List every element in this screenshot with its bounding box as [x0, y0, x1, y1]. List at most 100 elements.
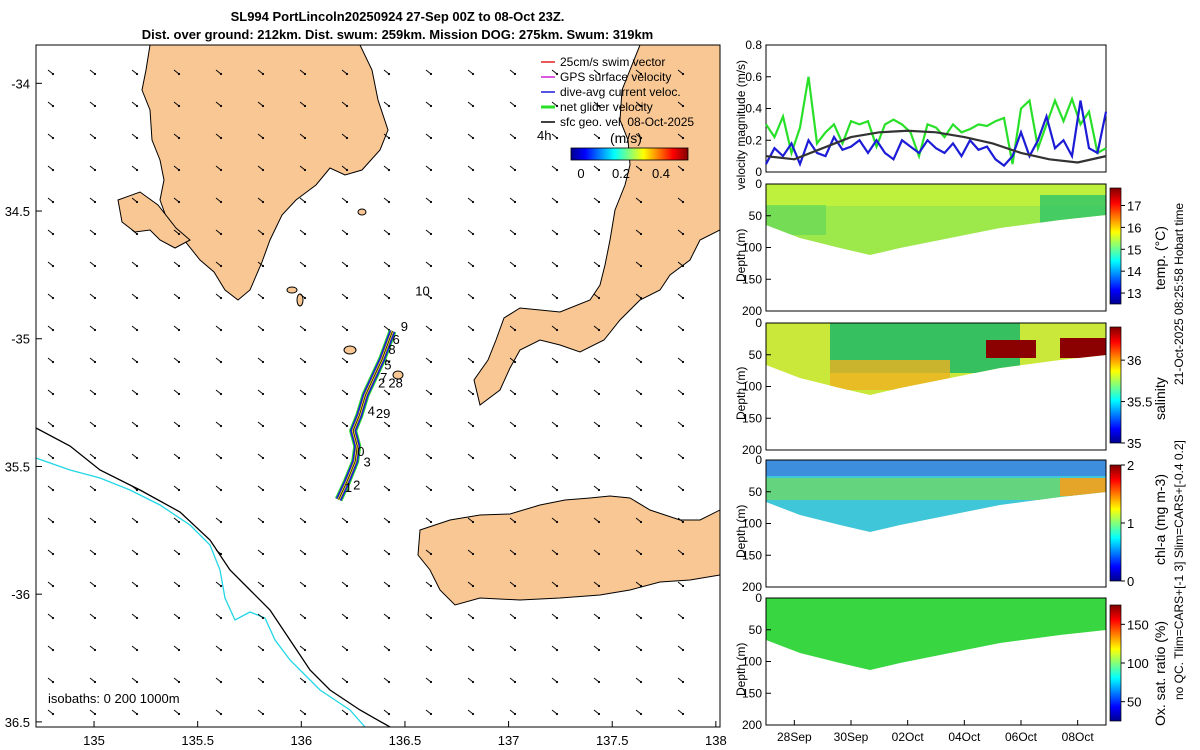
geo-vel-arrowhead: [555, 328, 559, 332]
geo-vel-arrowhead: [93, 424, 97, 428]
geo-vel-arrowhead: [261, 392, 265, 396]
chla-max-layer: [766, 478, 1106, 500]
geo-vel-arrowhead: [93, 712, 97, 716]
salinity-colorbar: [1109, 326, 1122, 444]
geo-vel-arrowhead: [303, 328, 307, 332]
geo-vel-arrowhead: [724, 649, 726, 651]
geo-vel-arrowhead: [766, 457, 768, 459]
geo-vel-arrowhead: [681, 168, 685, 172]
geo-vel-arrowhead: [387, 712, 391, 716]
geo-vel-arrowhead: [93, 648, 97, 652]
geo-vel-arrowhead: [681, 520, 685, 524]
geo-vel-arrowhead: [303, 264, 307, 268]
geo-vel-arrowhead: [513, 360, 517, 364]
geo-vel-arrow: [719, 486, 720, 487]
time-axis-ticks: 28Sep 30Sep 02Oct 04Oct 06Oct 08Oct: [777, 720, 1094, 744]
geo-vel-arrowhead: [429, 200, 433, 204]
map-x-tick-label: 135: [83, 733, 105, 748]
geo-vel-arrowhead: [555, 360, 559, 364]
geo-vel-arrowhead: [429, 104, 433, 108]
geo-vel-arrowhead: [597, 72, 601, 76]
geo-vel-arrowhead: [387, 264, 391, 268]
geo-vel-arrowhead: [219, 424, 223, 428]
section-y-tick-label: 0: [755, 591, 762, 605]
geo-vel-arrowhead: [135, 648, 139, 652]
colorbar-tick-label: 0.4: [652, 166, 670, 181]
geo-vel-arrowhead: [555, 456, 559, 460]
geo-vel-arrowhead: [51, 360, 55, 364]
geo-vel-arrowhead: [51, 392, 55, 396]
track-day-label: 9: [401, 319, 408, 334]
geo-vel-arrowhead: [219, 392, 223, 396]
geo-vel-arrowhead: [639, 168, 643, 172]
geo-vel-arrowhead: [219, 232, 223, 236]
geo-vel-arrow: [719, 390, 720, 391]
geo-vel-arrowhead: [387, 680, 391, 684]
isobath-1000m: [36, 427, 391, 727]
geo-vel-arrowhead: [51, 712, 55, 716]
geo-vel-arrowhead: [345, 520, 349, 524]
geo-vel-arrowhead: [555, 264, 559, 268]
oxygen-colorbar: [1109, 604, 1122, 722]
geo-vel-arrowhead: [261, 712, 265, 716]
section-y-tick-label: 150: [742, 686, 762, 700]
colorbar-title: (m/s): [610, 130, 642, 146]
geo-vel-arrowhead: [513, 168, 517, 172]
geo-vel-arrowhead: [471, 200, 475, 204]
geo-vel-arrowhead: [724, 457, 726, 459]
chla-surface: [766, 460, 1106, 476]
geo-vel-arrowhead: [597, 456, 601, 460]
geo-vel-arrowhead: [303, 392, 307, 396]
geo-vel-arrowhead: [639, 232, 643, 236]
geo-vel-arrowhead: [93, 264, 97, 268]
geo-vel-arrowhead: [513, 680, 517, 684]
geo-vel-arrowhead: [135, 552, 139, 556]
geo-vel-arrowhead: [177, 200, 181, 204]
legend-label: dive-avg current veloc.: [560, 85, 681, 99]
geo-vel-arrowhead: [177, 392, 181, 396]
cbar-tick-label: 17: [1127, 199, 1141, 214]
geo-vel-arrowhead: [471, 584, 475, 588]
cbar-tick-label: 15: [1127, 242, 1141, 257]
geo-vel-arrowhead: [513, 584, 517, 588]
geo-vel-arrow: [719, 198, 720, 199]
geo-vel-arrowhead: [303, 72, 307, 76]
temp-ylabel: Depth (m): [734, 228, 748, 282]
geo-vel-arrowhead: [135, 296, 139, 300]
geo-vel-arrowhead: [51, 616, 55, 620]
geo-vel-arrowhead: [345, 72, 349, 76]
geo-vel-arrowhead: [177, 456, 181, 460]
geo-vel-arrowhead: [681, 616, 685, 620]
geo-vel-arrowhead: [303, 648, 307, 652]
geo-vel-arrowhead: [597, 360, 601, 364]
geo-vel-arrowhead: [513, 104, 517, 108]
geo-vel-arrowhead: [303, 584, 307, 588]
chla-ylabel: Depth (m): [734, 504, 748, 558]
yorke-peninsula-land: [473, 45, 720, 406]
velocity-axes: [765, 44, 1107, 173]
geo-vel-arrowhead: [639, 200, 643, 204]
geo-vel-arrowhead: [429, 136, 433, 140]
geo-vel-arrowhead: [261, 136, 265, 140]
geo-vel-arrowhead: [303, 360, 307, 364]
geo-vel-arrowhead: [177, 72, 181, 76]
geo-vel-arrowhead: [177, 104, 181, 108]
geo-vel-arrow: [719, 422, 720, 423]
geo-vel-arrowhead: [597, 648, 601, 652]
geo-vel-arrowhead: [513, 296, 517, 300]
geo-vel-arrowhead: [639, 648, 643, 652]
map-x-tick-label: 137: [498, 733, 520, 748]
geo-vel-arrowhead: [135, 360, 139, 364]
geo-vel-arrowhead: [93, 328, 97, 332]
time-tick-label: 06Oct: [1005, 730, 1038, 744]
map-frame: [35, 44, 721, 728]
geo-vel-arrowhead: [429, 424, 433, 428]
geo-vel-arrowhead: [177, 680, 181, 684]
velocity-y-tick-label: 0.8: [745, 38, 762, 52]
geo-vel-arrowhead: [387, 584, 391, 588]
oxygen-section: [765, 597, 1122, 726]
geo-vel-arrowhead: [555, 488, 559, 492]
geo-vel-arrowhead: [219, 488, 223, 492]
velocity-series-line: [765, 76, 1107, 165]
legend-label: 25cm/s swim vector: [560, 55, 665, 69]
